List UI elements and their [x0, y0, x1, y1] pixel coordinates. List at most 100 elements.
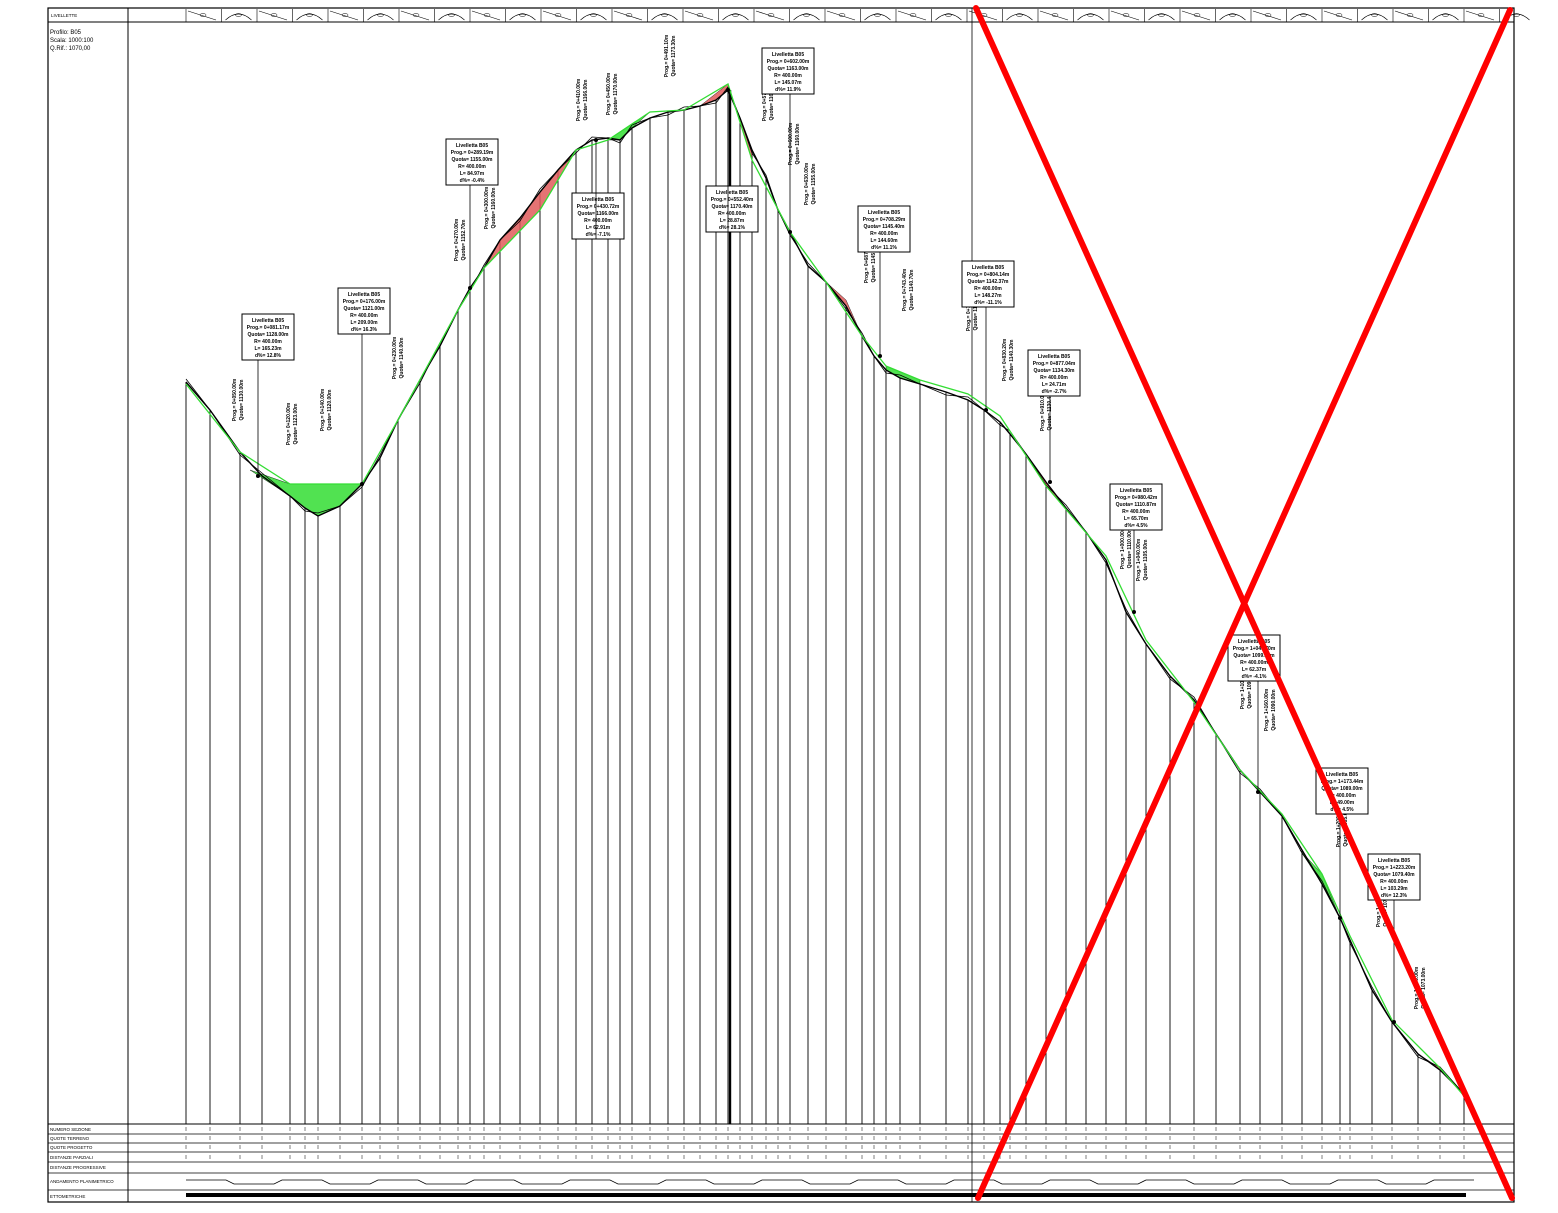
- vertical-labels: Prog.= 0+050.00m Quota= 1130.00m Prog.= 0+…: [232, 34, 1427, 1009]
- livelletta-point: [878, 354, 882, 358]
- livelletta-text: d%= 4.5%: [1124, 523, 1148, 529]
- vertical-label-text: Prog.= 1+200.00m: [1336, 804, 1342, 847]
- vertical-label: Prog.= 0+630.00m Quota= 1155.00m: [804, 162, 817, 205]
- header-curve: [864, 13, 891, 21]
- profile-info-line: Scala: 1000:100: [50, 38, 94, 44]
- livelletta-text: L= 103.29m: [1380, 886, 1408, 892]
- livelletta-text: Prog.= 0+081.17m: [247, 325, 290, 331]
- header-slope: [1039, 10, 1069, 21]
- header-marker: [1300, 13, 1307, 17]
- livelletta-text: R= 400.00m: [458, 164, 486, 170]
- livelletta-frame: [241, 313, 295, 361]
- livelletta-frame: [571, 192, 625, 240]
- livelletta-text: Quota= 1155.00m: [452, 157, 494, 163]
- vertical-label-text: Quota= 1160.00m: [491, 187, 497, 229]
- livelletta-text: Prog.= 0+708.29m: [863, 217, 906, 223]
- header-marker: [696, 13, 704, 17]
- livelletta-text: Livelletta B05: [1238, 639, 1270, 645]
- header-marker: [625, 13, 633, 17]
- vertical-label-text: Prog.= 0+910.00m: [1040, 388, 1046, 431]
- vertical-label-text: Quota= 1090.00m: [1271, 689, 1277, 731]
- vertical-label: Prog.= 0+687.00m Quota= 1145.00m: [864, 240, 877, 283]
- vertical-label: Prog.= 0+600.00m Quota= 1160.00m: [788, 122, 801, 165]
- livelletta-text: Prog.= 0+289.19m: [451, 150, 494, 156]
- livelletta-point: [1132, 610, 1136, 614]
- livelletta-text: Quota= 1145.40m: [864, 224, 906, 230]
- header-slope: [755, 10, 785, 21]
- header-marker: [1016, 13, 1023, 17]
- livelletta-frame: [761, 47, 815, 95]
- livelletta-text: Livelletta B05: [348, 292, 380, 298]
- vertical-label: Prog.= 0+050.00m Quota= 1130.00m: [232, 378, 245, 421]
- livelletta-text: Prog.= 0+602.00m: [767, 59, 810, 65]
- header-marker: [554, 13, 562, 17]
- livelletta-text: d%= 12.8%: [255, 353, 282, 359]
- vertical-label-text: Quota= 1120.00m: [327, 389, 333, 431]
- livelletta-text: Prog.= 0+552.40m: [711, 197, 754, 203]
- livelletta-text: Prog.= 1+043.70m: [1233, 646, 1276, 652]
- livellette-header-symbols: [185, 9, 1530, 22]
- header-slope: [1252, 10, 1282, 21]
- livelletta-text: Livelletta B05: [1378, 858, 1410, 864]
- livelletta-point: [726, 88, 730, 92]
- header-slope: [613, 10, 643, 21]
- header-marker: [1371, 13, 1378, 17]
- livelletta-text: L= 148.27m: [974, 293, 1002, 299]
- header-marker: [874, 13, 881, 17]
- header-marker: [235, 13, 242, 17]
- livelletta-text: Quota= 1163.00m: [768, 66, 810, 72]
- livelletta-text: L= 49.00m: [1330, 800, 1355, 806]
- vertical-label-text: Quota= 1155.00m: [811, 163, 817, 205]
- livelletta-text: d%= 4.5%: [1330, 807, 1354, 813]
- vertical-label-text: Quota= 1140.70m: [909, 269, 915, 311]
- livelletta-text: R= 400.00m: [254, 339, 282, 345]
- livelletta-text: L= 84.97m: [460, 171, 485, 177]
- livelletta-point: [468, 286, 472, 290]
- vertical-label: Prog.= 0+830.20m Quota= 1140.30m: [1002, 338, 1015, 381]
- livelletta-text: Quota= 1142.37m: [968, 279, 1010, 285]
- table-row-label: NUMERO SEZIONE: [50, 1127, 91, 1132]
- vertical-label-text: Prog.= 0+270.00m: [454, 218, 460, 261]
- header-curve: [367, 13, 394, 21]
- livelletta-text: Prog.= 1+223.20m: [1373, 865, 1416, 871]
- livelletta-text: R= 400.00m: [1328, 793, 1356, 799]
- livelletta-text: Prog.= 0+804.14m: [967, 272, 1010, 278]
- cancellation-cross: [973, 5, 1515, 1201]
- header-slope: [897, 10, 927, 21]
- livelletta-text: d%= 11.1%: [871, 245, 897, 251]
- vertical-label-text: Quota= 1110.00m: [1127, 527, 1133, 568]
- livelletta-text: R= 400.00m: [1380, 879, 1408, 885]
- header-marker: [1513, 13, 1520, 17]
- header-curve: [509, 13, 536, 21]
- header-marker: [590, 13, 597, 17]
- vertical-label-text: Prog.= 0+570.00m: [762, 78, 768, 121]
- vertical-label-text: Quota= 1166.00m: [769, 79, 775, 121]
- vertical-label: Prog.= 0+230.00m Quota= 1140.00m: [392, 336, 405, 379]
- livelletta-text: d%= -7.1%: [586, 232, 611, 238]
- vertical-label-text: Prog.= 0+630.00m: [804, 162, 810, 205]
- vertical-label-text: Prog.= 0+230.00m: [392, 336, 398, 379]
- vertical-label-text: Quota= 1160.00m: [795, 123, 801, 165]
- header-slope: [684, 10, 714, 21]
- header-marker: [1229, 13, 1236, 17]
- livelletta-point: [594, 138, 598, 142]
- vertical-label-text: Prog.= 0+687.00m: [864, 240, 870, 283]
- header-curve: [1148, 13, 1175, 21]
- livelletta-point: [360, 482, 364, 486]
- livelletta-text: d%= -0.4%: [460, 178, 485, 184]
- vertical-label-text: Prog.= 0+140.00m: [320, 388, 326, 431]
- header-curve: [580, 13, 607, 21]
- header-marker: [341, 13, 349, 17]
- vertical-label-text: Prog.= 0+491.10m: [664, 34, 670, 77]
- header-marker: [270, 13, 278, 17]
- sheet-frame: [47, 7, 1515, 1203]
- header-marker: [412, 13, 420, 17]
- livelletta-text: Quota= 1170.40m: [712, 204, 754, 210]
- livelletta-text: Quota= 1166.00m: [578, 211, 620, 217]
- ettometric-bar: [186, 1193, 1466, 1197]
- vertical-label-text: Prog.= 0+600.00m: [788, 122, 794, 165]
- vertical-label-text: Prog.= 0+830.20m: [1002, 338, 1008, 381]
- header-marker: [377, 13, 384, 17]
